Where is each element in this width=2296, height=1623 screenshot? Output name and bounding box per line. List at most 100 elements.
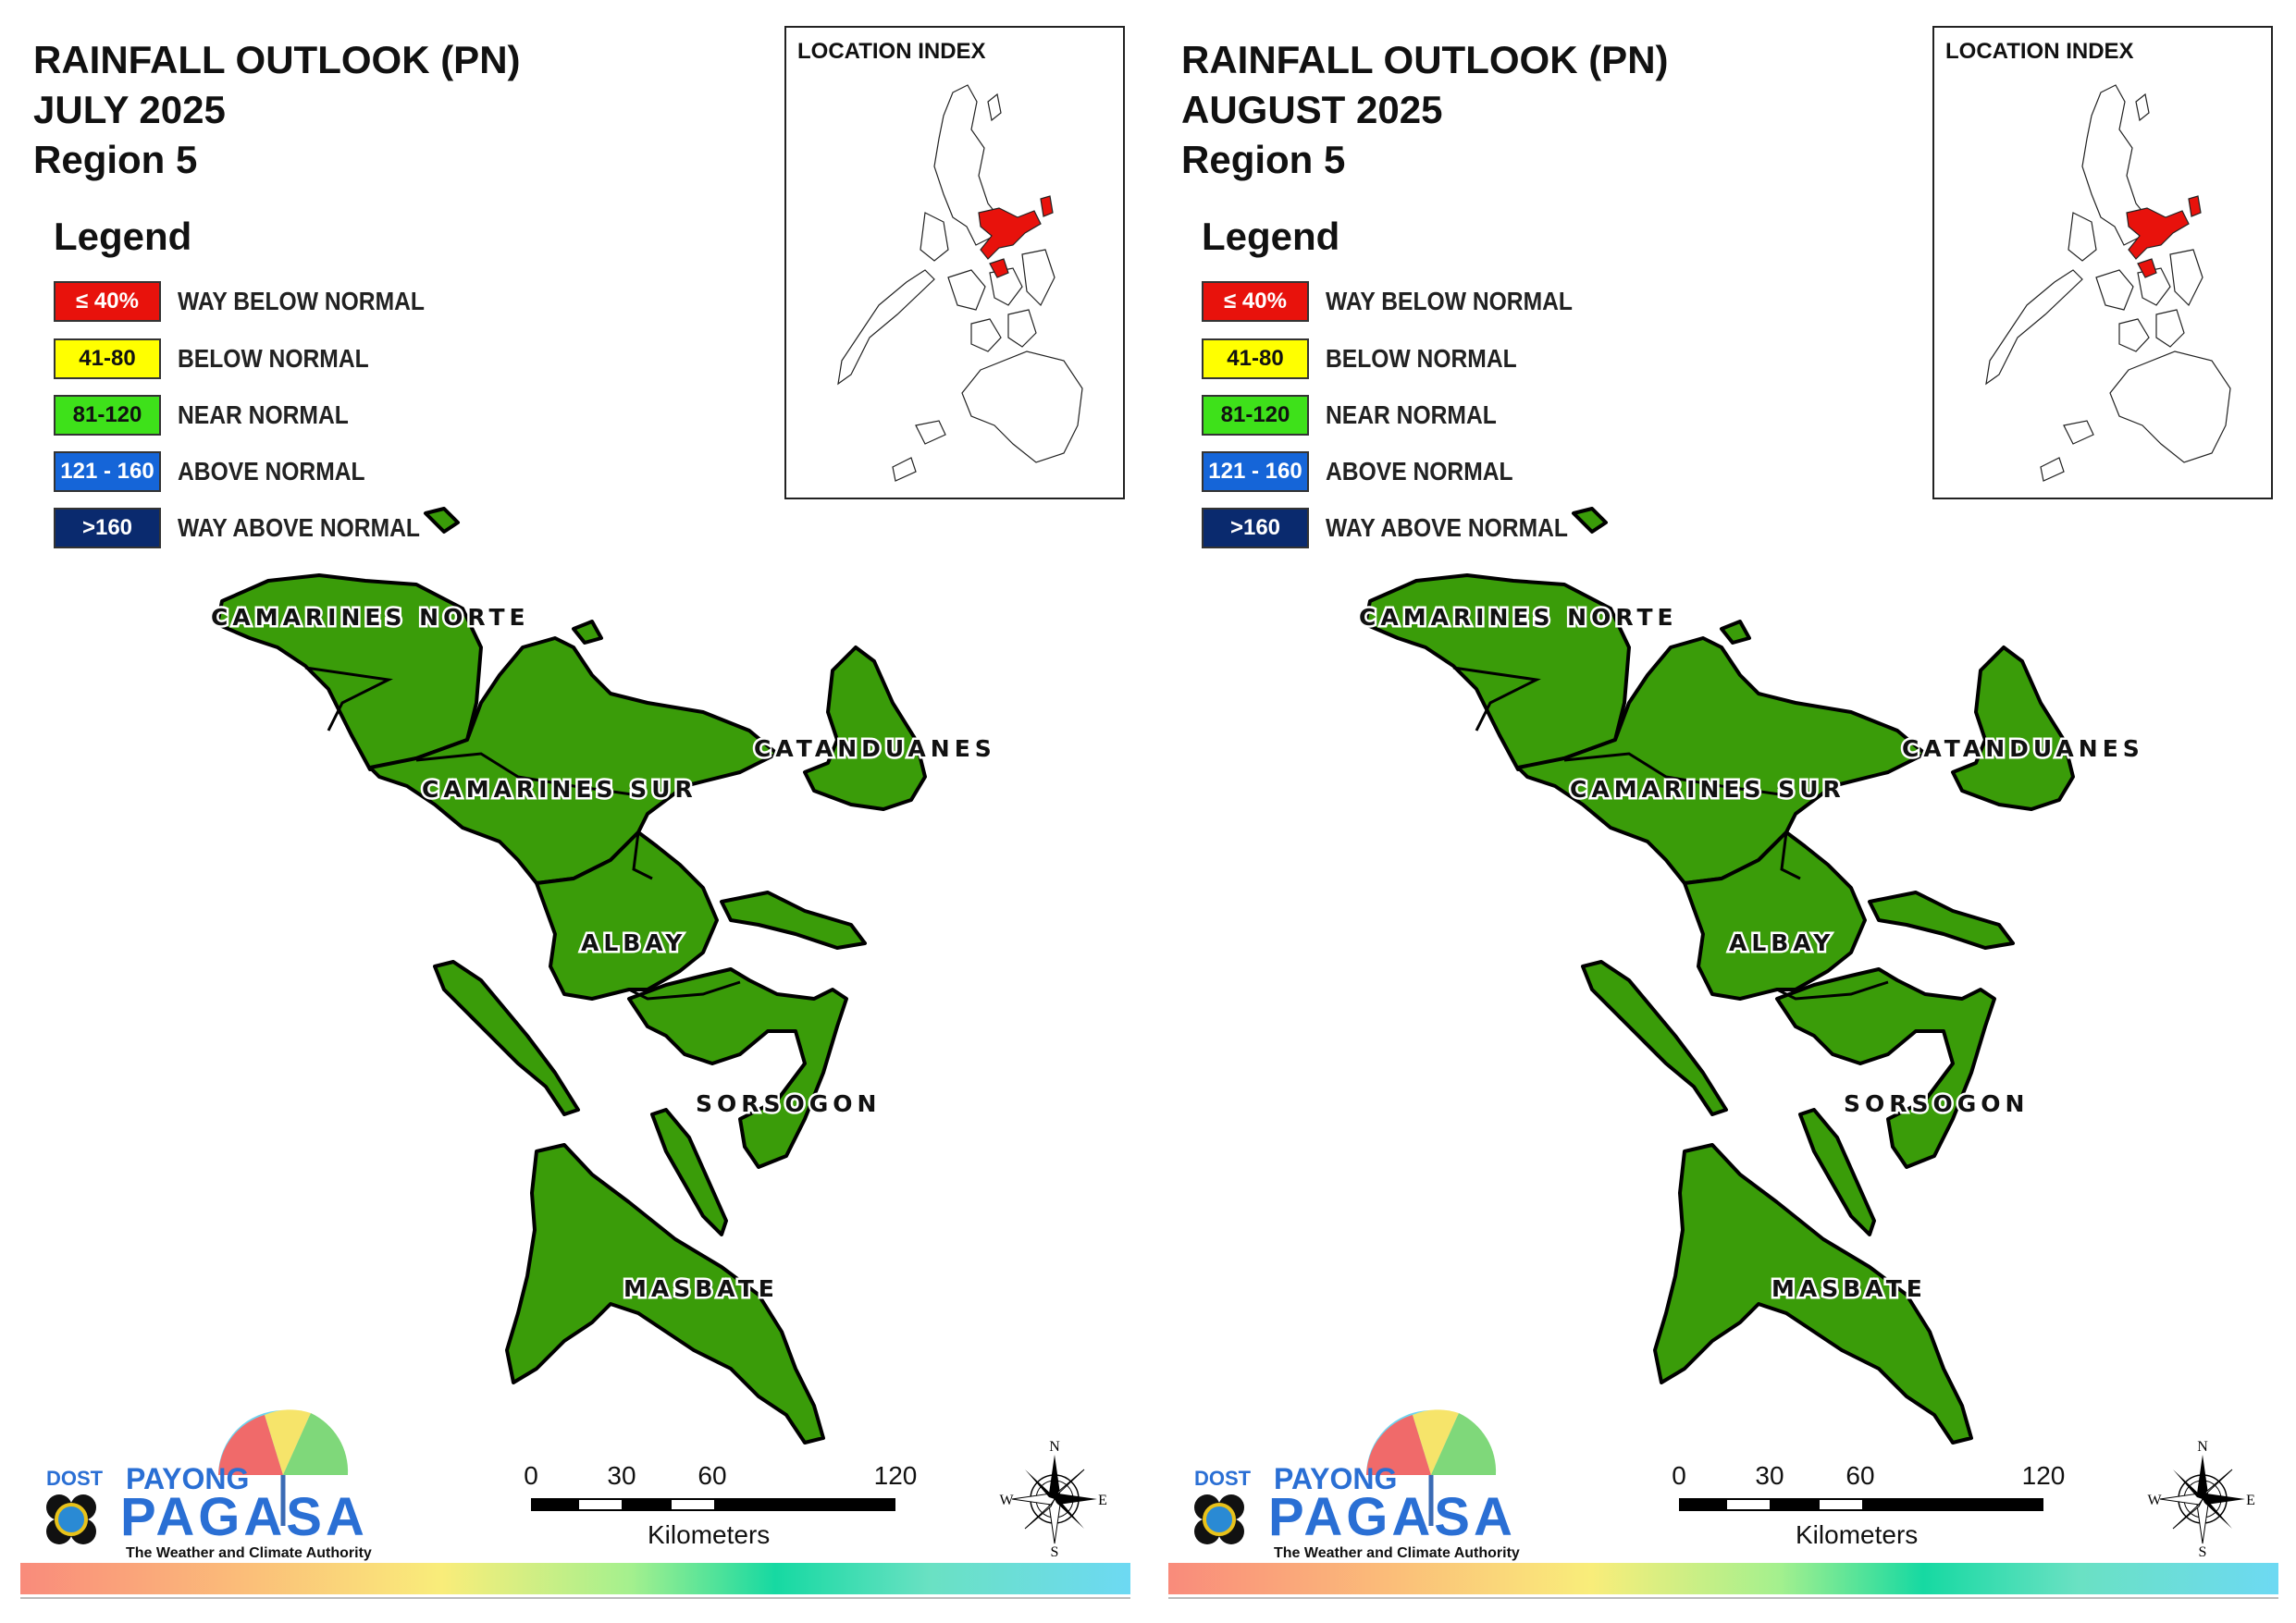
legend-label: WAY BELOW NORMAL [1326,287,1573,315]
legend-item-below-normal: 41-80 BELOW NORMAL [1202,338,1543,379]
title-line-1: RAINFALL OUTLOOK (PN) [1181,38,1669,81]
compass-n: N [1049,1439,1060,1455]
island-small-1 [572,620,603,645]
label-catanduanes: CATANDUANES [754,735,996,762]
pagasa-umbrella-logo-icon: DOST PAYONG PAGASA The Weather and Clima… [46,1409,372,1561]
legend-swatch: 121 - 160 [1202,451,1309,492]
legend-item-above-normal: 121 - 160 ABOVE NORMAL [1202,451,1538,492]
logo-tagline: The Weather and Climate Authority [126,1545,372,1561]
municipal-boundaries [304,666,741,1001]
island-calaguas [1572,507,1608,534]
island-burias [433,960,580,1116]
legend-item-above-normal: 121 - 160 ABOVE NORMAL [54,451,390,492]
label-camarines-sur: CAMARINES SUR [1570,776,1845,803]
panel-title: RAINFALL OUTLOOK (PN) JULY 2025 Region 5 [33,35,521,185]
legend-swatch: ≤ 40% [1202,281,1309,322]
region5-map: CAMARINES NORTE CAMARINES SUR CATANDUANE… [209,507,996,1445]
logo-tagline: The Weather and Climate Authority [1274,1545,1520,1561]
philippines-outline-map [1985,84,2231,482]
island-ticao [1798,1108,1876,1236]
scale-bar: 0 30 60 120 Kilometers [1672,1461,2066,1563]
footer-divider [1168,1597,2278,1599]
label-catanduanes: CATANDUANES [1902,735,2144,762]
compass-e: E [2246,1493,2255,1508]
inset-title: LOCATION INDEX [797,39,986,64]
label-camarines-norte: CAMARINES NORTE [211,604,530,631]
pagasa-umbrella-logo-icon: DOST PAYONG PAGASA The Weather and Clima… [1194,1409,1520,1561]
logo-payong: PAYONG [1274,1462,1397,1495]
island-burias [1581,960,1728,1116]
label-sorsogon: SORSOGON [696,1090,881,1117]
footer-gradient-band [20,1563,1130,1594]
legend-label: WAY BELOW NORMAL [178,287,425,315]
compass-w: W [999,1493,1014,1508]
title-month: JULY 2025 [33,88,226,131]
province-camarines-sur [1516,636,1927,885]
philippines-outline-map [837,84,1083,482]
logo-payong: PAYONG [126,1462,249,1495]
legend-swatch: 81-120 [54,395,161,436]
island-small-2 [1868,891,2015,950]
legend-item-way-below-normal: ≤ 40% WAY BELOW NORMAL [1202,281,1606,322]
province-labels: CAMARINES NORTE CAMARINES SUR CATANDUANE… [209,602,996,1305]
legend-swatch: 81-120 [1202,395,1309,436]
label-masbate: MASBATE [1771,1275,1927,1302]
title-line-1: RAINFALL OUTLOOK (PN) [33,38,521,81]
compass-w: W [2147,1493,2162,1508]
island-ticao [650,1108,728,1236]
legend-item-near-normal: 81-120 NEAR NORMAL [54,395,372,436]
footer-gradient-band [1168,1563,2278,1594]
legend-swatch: 41-80 [1202,338,1309,379]
payong-pagasa-logo: DOST PAYONG PAGASA The Weather and Clima… [33,1387,394,1563]
province-labels: CAMARINES NORTE CAMARINES SUR CATANDUANE… [1357,602,2144,1305]
scale-segment [1818,1498,1864,1511]
compass-e: E [1098,1493,1107,1508]
province-albay [1683,830,1867,1001]
scale-tick-30: 30 [1755,1461,1784,1490]
label-albay: ALBAY [581,929,686,956]
legend-title: Legend [1202,215,1340,258]
legend-item-way-below-normal: ≤ 40% WAY BELOW NORMAL [54,281,458,322]
outlook-panel-july: RAINFALL OUTLOOK (PN) JULY 2025 Region 5… [20,26,1130,1599]
scale-segment [670,1498,716,1511]
panel-title: RAINFALL OUTLOOK (PN) AUGUST 2025 Region… [1181,35,1669,185]
label-camarines-sur: CAMARINES SUR [422,776,697,803]
province-albay [535,830,719,1001]
legend-swatch: 41-80 [54,338,161,379]
compass-s: S [1051,1544,1059,1558]
legend-title: Legend [54,215,192,258]
legend-swatch: 121 - 160 [54,451,161,492]
legend-item-near-normal: 81-120 NEAR NORMAL [1202,395,1520,436]
legend-item-way-above-normal: >160 WAY ABOVE NORMAL [54,508,453,548]
scale-tick-0: 0 [524,1461,538,1490]
legend-label: BELOW NORMAL [178,344,369,373]
legend-swatch: ≤ 40% [54,281,161,322]
location-index-inset: LOCATION INDEX [1932,26,2273,499]
location-index-inset: LOCATION INDEX [784,26,1125,499]
scale-tick-120: 120 [2021,1461,2066,1490]
island-small-1 [1720,620,1751,645]
province-masbate [1653,1143,1973,1445]
label-masbate: MASBATE [623,1275,779,1302]
province-sorsogon [1775,967,1996,1169]
municipal-boundaries [1452,666,1889,1001]
legend-label: NEAR NORMAL [1326,400,1497,429]
logo-pagasa: PAGASA [120,1487,368,1547]
logo-pagasa: PAGASA [1268,1487,1516,1547]
label-sorsogon: SORSOGON [1844,1090,2029,1117]
title-region: Region 5 [1181,138,1346,181]
province-sorsogon [627,967,848,1169]
province-camarines-sur [368,636,779,885]
compass-rose-icon: N S W E [2147,1439,2255,1558]
logo-dost: DOST [46,1467,104,1490]
outlook-panel-august: RAINFALL OUTLOOK (PN) AUGUST 2025 Region… [1148,0,2296,1623]
legend-item-below-normal: 41-80 BELOW NORMAL [54,338,395,379]
province-catanduanes [803,646,927,811]
scale-segment [1864,1498,2043,1511]
legend-label: NEAR NORMAL [178,400,349,429]
region5-map: CAMARINES NORTE CAMARINES SUR CATANDUANE… [1357,507,2144,1445]
label-albay: ALBAY [1729,929,1834,956]
scale-tick-60: 60 [697,1461,727,1490]
legend-label: WAY ABOVE NORMAL [178,513,420,542]
scale-segment [531,1498,577,1511]
